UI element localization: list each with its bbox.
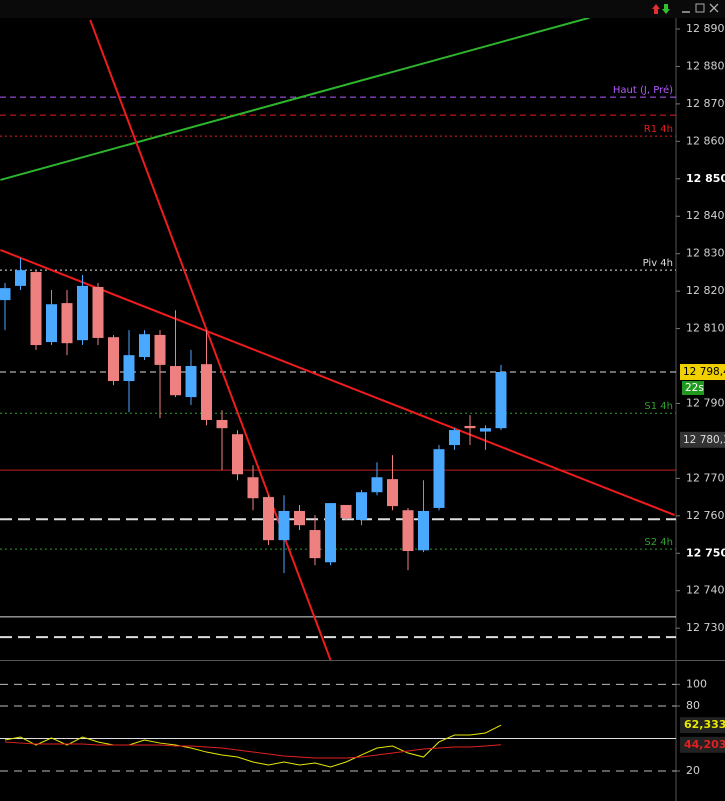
candle-body — [0, 288, 11, 301]
candle-body — [294, 510, 305, 526]
window-controls — [652, 3, 719, 14]
maximize-button[interactable] — [695, 3, 705, 13]
y-tick-label: 12 860 — [686, 134, 725, 147]
countdown-box — [682, 381, 704, 396]
axes: 12 890 12 880 12 870 12 860 12 850 12 840 12 8… — [676, 22, 725, 777]
y-tick-label: 12 870 — [686, 97, 725, 110]
level-label: R1 4h — [644, 124, 673, 135]
trendline — [0, 18, 590, 181]
y-tick-label: 12 750 — [686, 546, 725, 559]
y-tick-label: 12 760 — [686, 509, 725, 522]
y-tick-label: 80 — [686, 699, 700, 712]
y-tick-label: 12 850 — [686, 172, 725, 185]
trendline — [0, 249, 675, 517]
trendline — [89, 19, 332, 660]
level-label: S2 4h — [644, 537, 673, 548]
candle-body — [309, 530, 321, 559]
value-label-box — [680, 736, 725, 753]
y-tick-label: 12 730 — [686, 621, 725, 634]
y-tick-label: 12 880 — [686, 59, 725, 72]
level-label: S1 4h — [644, 401, 673, 412]
candle-body — [433, 449, 445, 508]
close-button[interactable] — [709, 3, 719, 13]
marker-box — [680, 431, 725, 448]
last-price-box — [680, 364, 725, 381]
candle-body — [402, 510, 414, 552]
value-label: 44,203 — [684, 738, 725, 751]
candle-body — [123, 355, 135, 382]
y-tick-label: 12 840 — [686, 209, 725, 222]
value-label-box — [680, 717, 725, 734]
candle-body — [61, 303, 73, 344]
oscillator-line — [4, 724, 502, 768]
price-panel: Haut (J, Pré) R1 4h Piv 4h S1 4h S2 4h — [0, 18, 676, 660]
candle-body — [92, 287, 104, 338]
candle-body — [170, 366, 181, 396]
countdown-label: 22s — [685, 382, 704, 394]
candle-body — [325, 503, 336, 563]
candle-body — [340, 504, 352, 519]
candle-body — [216, 419, 228, 429]
y-tick-label: 100 — [686, 677, 707, 690]
candle-body — [185, 366, 197, 398]
candle-body — [464, 425, 476, 429]
y-tick-label: 12 790 — [686, 396, 725, 409]
sync-icon-red — [652, 4, 660, 14]
y-tick-label: 12 820 — [686, 284, 725, 297]
candle-body — [278, 510, 290, 541]
sync-icon-green — [662, 4, 670, 14]
y-tick-label: 12 810 — [686, 322, 725, 335]
marker-label: 12 780,3 — [683, 434, 725, 446]
candle-body — [371, 477, 383, 493]
candle-body — [387, 479, 398, 507]
oscillator-line — [4, 741, 502, 759]
candle-body — [30, 272, 42, 346]
oscillator-panel — [0, 683, 676, 772]
candle-body — [418, 510, 429, 551]
candle-body — [495, 372, 507, 429]
candle-body — [247, 477, 259, 499]
candle-body — [15, 270, 26, 286]
candle-body — [263, 497, 274, 541]
candle-body — [232, 434, 243, 475]
candle-body — [356, 492, 367, 520]
title-bar — [0, 0, 725, 18]
y-tick-label: 20 — [686, 764, 700, 777]
candle-body — [201, 364, 212, 420]
y-tick-label: 12 770 — [686, 471, 725, 484]
candle-body — [108, 337, 119, 382]
y-tick-label: 12 890 — [686, 22, 725, 35]
y-tick-label: 12 830 — [686, 247, 725, 260]
value-label: 62,333 — [684, 718, 725, 731]
candle-body — [154, 334, 166, 365]
candle-body — [46, 304, 57, 343]
last-price-label: 12 798,4 — [683, 366, 725, 378]
y-tick-label: 12 740 — [686, 584, 725, 597]
level-label: Haut (J, Pré) — [613, 84, 673, 96]
candle-body — [139, 334, 150, 358]
candle-body — [77, 285, 88, 341]
candle-body — [480, 428, 491, 432]
level-label: Piv 4h — [643, 258, 673, 269]
candle-body — [449, 430, 460, 446]
